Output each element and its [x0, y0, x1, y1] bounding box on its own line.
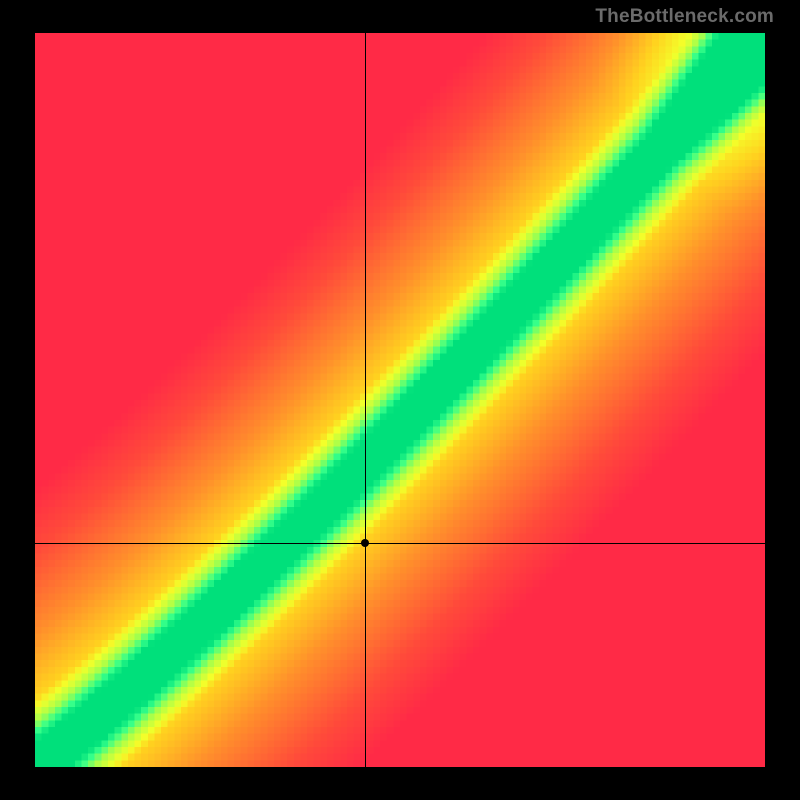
crosshair-horizontal-line	[35, 543, 765, 544]
bottleneck-heatmap	[35, 33, 765, 767]
crosshair-vertical-line	[365, 33, 366, 767]
plot-frame	[34, 32, 766, 768]
watermark-text: TheBottleneck.com	[595, 6, 774, 28]
crosshair-marker-dot	[361, 539, 369, 547]
plot-area	[35, 33, 765, 767]
